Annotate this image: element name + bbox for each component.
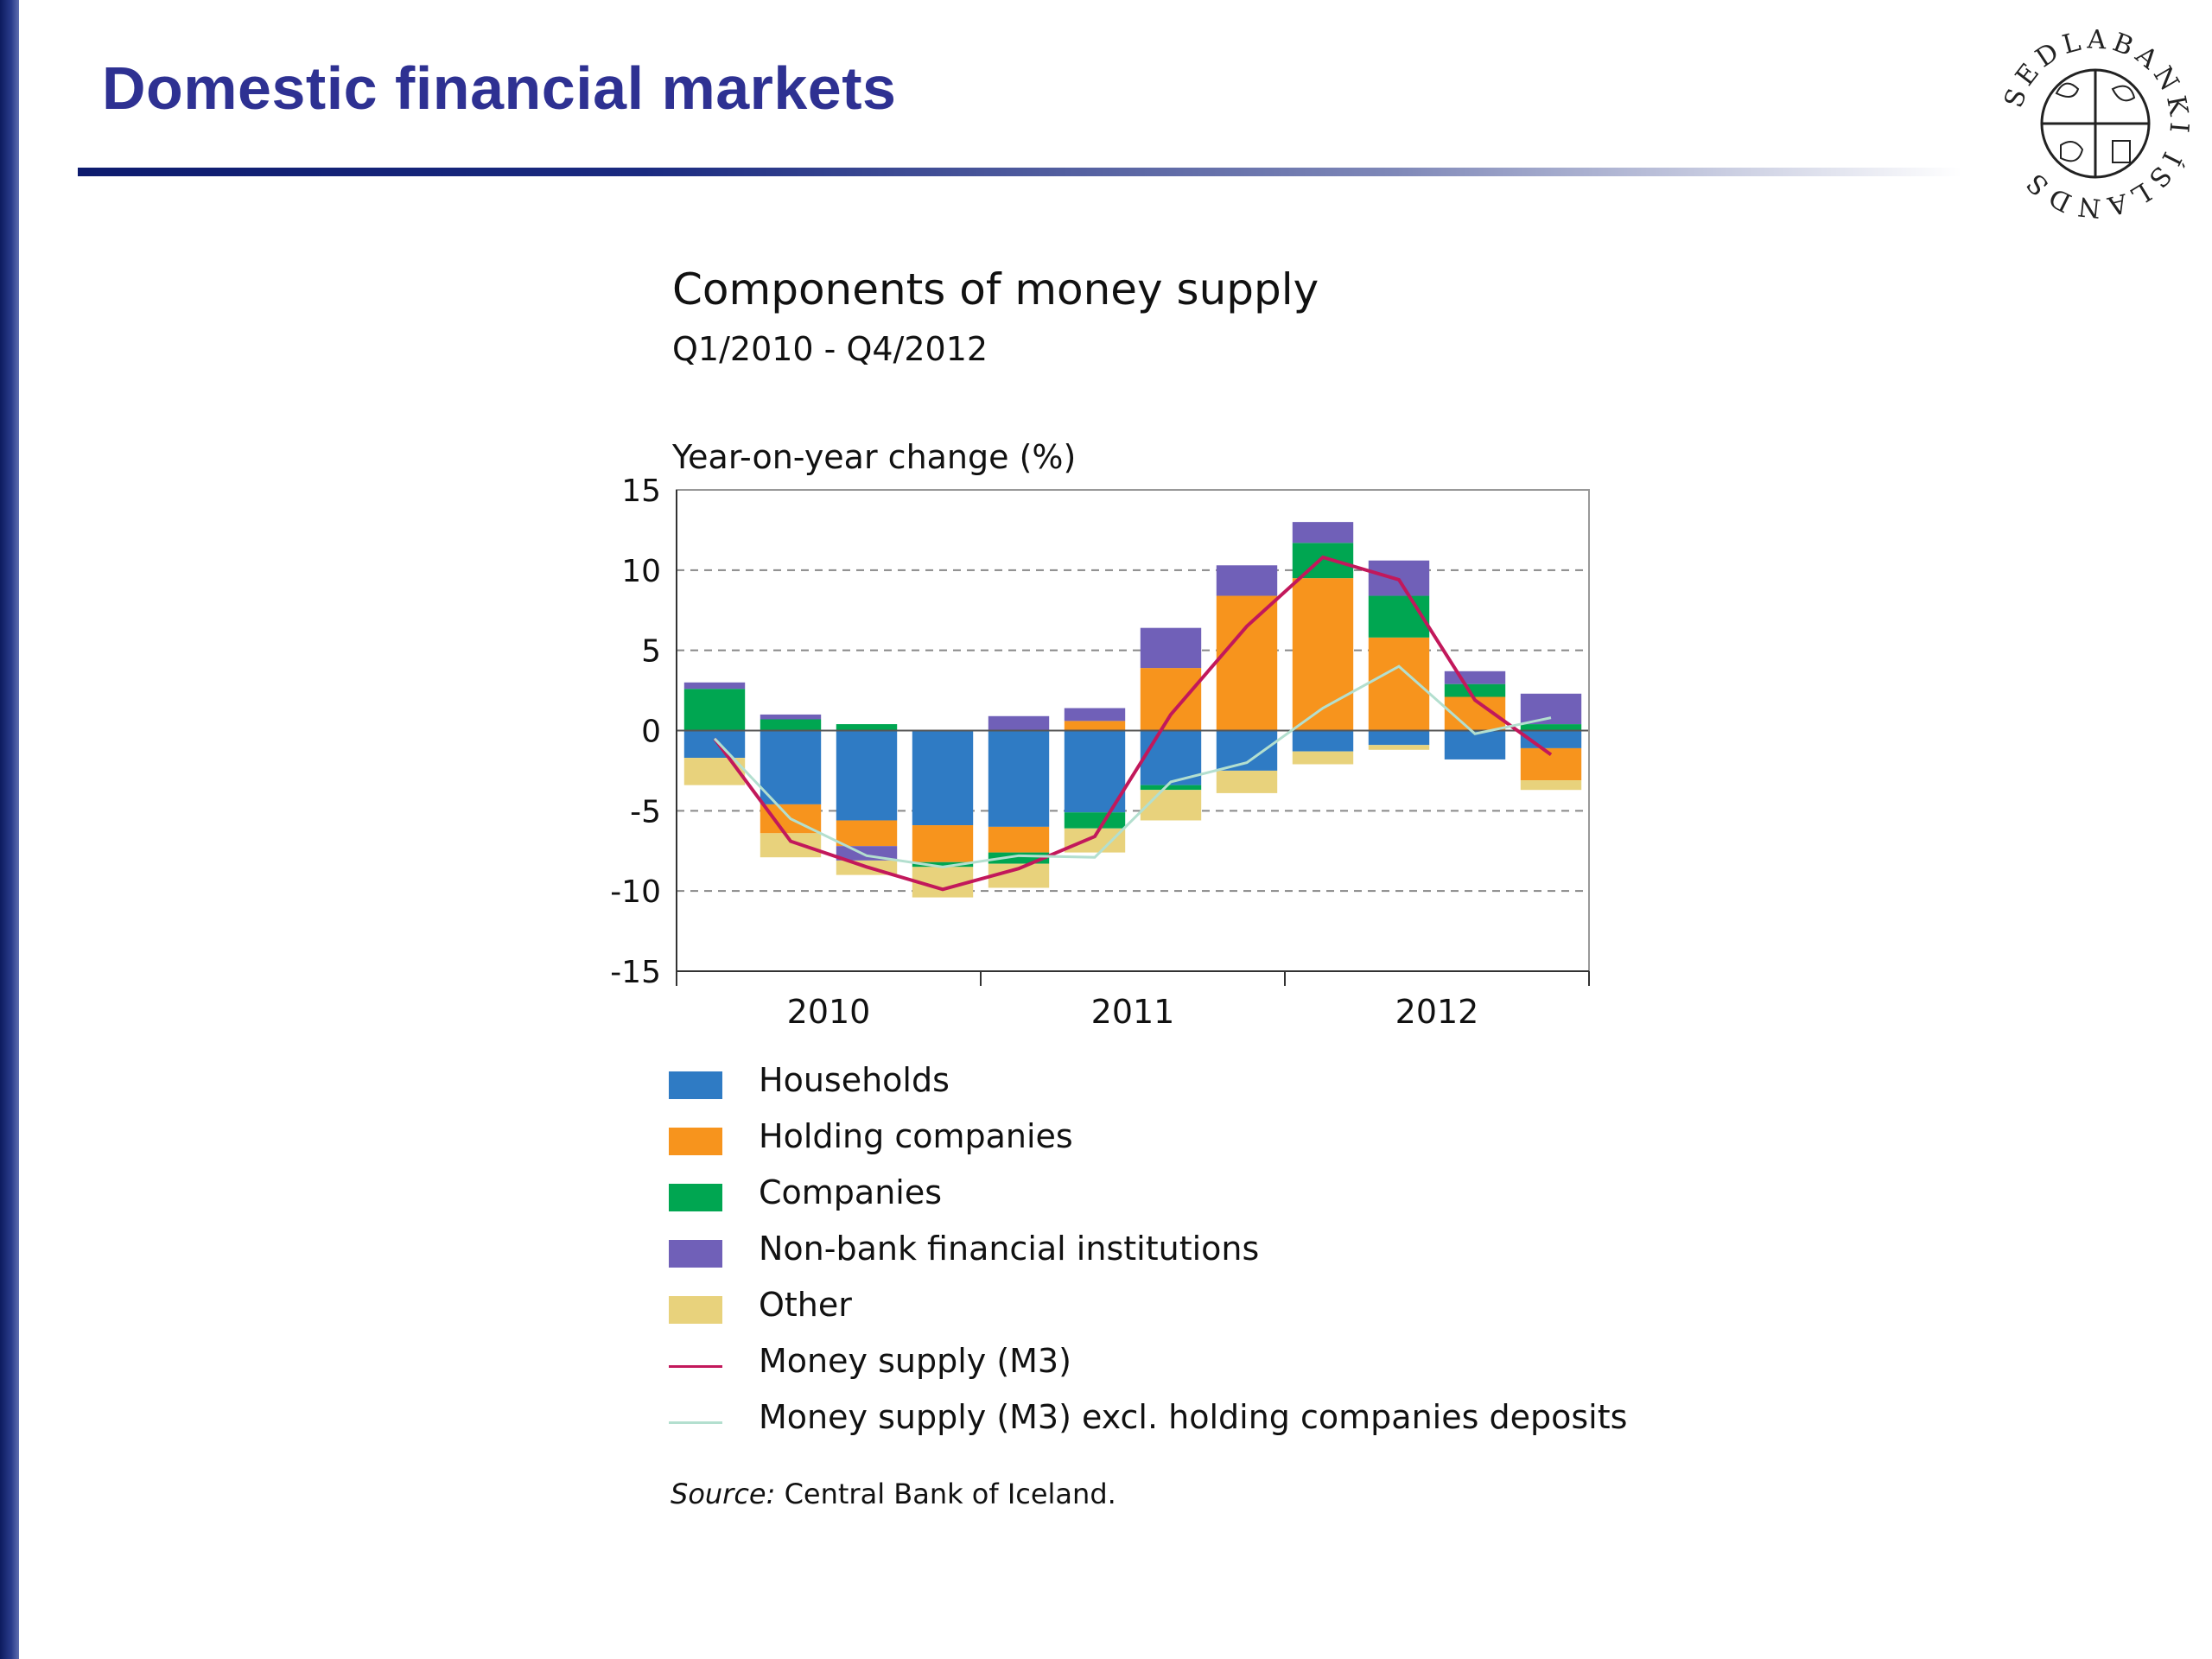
y-tick-label: 0 xyxy=(641,715,661,750)
bar-other-Q4-2011 xyxy=(1216,770,1278,793)
bar-non-bank-financial-institutions-Q4-2012 xyxy=(1520,693,1582,725)
bar-other-Q4-2012 xyxy=(1520,780,1582,791)
central-bank-seal-logo: SEDLABANKI ÍSLANDS xyxy=(1999,24,2190,223)
bar-holding-companies-Q1-2012 xyxy=(1292,578,1354,731)
bar-companies-Q4-2012 xyxy=(1520,724,1582,731)
bar-other-Q1-2012 xyxy=(1292,751,1354,765)
left-accent-bar xyxy=(0,0,19,1659)
bar-households-Q1-2012 xyxy=(1292,730,1354,752)
bar-holding-companies-Q1-2011 xyxy=(988,826,1050,853)
legend-swatch xyxy=(669,1240,722,1268)
bar-holding-companies-Q3-2011 xyxy=(1140,668,1202,731)
money-supply-m3-line xyxy=(713,555,1553,892)
bar-holding-companies-Q3-2010 xyxy=(836,820,898,847)
y-tick-label: -10 xyxy=(610,874,661,910)
bar-companies-Q1-2010 xyxy=(683,689,746,731)
bar-households-Q1-2010 xyxy=(683,730,746,759)
bar-companies-Q4-2010 xyxy=(912,861,974,868)
y-tick-label: 15 xyxy=(621,474,661,509)
bar-holding-companies-Q4-2011 xyxy=(1216,595,1278,731)
legend-label: Non-bank financial institutions xyxy=(759,1230,1260,1268)
bar-other-Q2-2010 xyxy=(760,833,822,858)
chart-title: Components of money supply xyxy=(672,264,1319,315)
x-tick-label-2010: 2010 xyxy=(787,993,871,1031)
y-axis-label: Year-on-year change (%) xyxy=(671,438,1076,476)
money-supply-excl-holding-line xyxy=(713,664,1552,868)
chart-source: Source: Central Bank of Iceland. xyxy=(671,1478,1116,1510)
legend-label: Households xyxy=(759,1061,950,1099)
bar-households-Q4-2011 xyxy=(1216,730,1278,771)
bar-households-Q3-2012 xyxy=(1444,730,1506,760)
legend-swatch xyxy=(669,1128,722,1155)
legend-label: Money supply (M3) excl. holding companie… xyxy=(759,1398,1628,1436)
x-tick-label-2011: 2011 xyxy=(1091,993,1175,1031)
slide-title: Domestic financial markets xyxy=(102,54,897,122)
source-label: Source: xyxy=(671,1478,776,1510)
bar-holding-companies-Q4-2010 xyxy=(912,825,974,862)
legend-swatch xyxy=(669,1365,722,1368)
bar-companies-Q2-2010 xyxy=(760,719,822,731)
y-tick-label: 10 xyxy=(621,554,661,589)
bar-other-Q1-2010 xyxy=(683,758,746,785)
bar-households-Q4-2010 xyxy=(912,730,974,826)
bar-non-bank-financial-institutions-Q4-2011 xyxy=(1216,565,1278,596)
bar-other-Q3-2011 xyxy=(1140,790,1202,821)
x-tick-label-2012: 2012 xyxy=(1395,993,1479,1031)
bar-holding-companies-Q2-2011 xyxy=(1064,721,1126,731)
legend-swatch xyxy=(669,1421,722,1424)
source-text: Central Bank of Iceland. xyxy=(784,1478,1116,1510)
y-tick-label: -5 xyxy=(630,794,661,830)
bar-non-bank-financial-institutions-Q1-2011 xyxy=(988,715,1050,731)
bar-non-bank-financial-institutions-Q1-2010 xyxy=(683,682,746,690)
legend-label: Money supply (M3) xyxy=(759,1342,1071,1380)
legend-label: Companies xyxy=(759,1173,943,1211)
title-underline xyxy=(78,168,1961,176)
legend-swatch xyxy=(669,1296,722,1324)
y-tick-label: -15 xyxy=(610,955,661,990)
legend-label: Other xyxy=(759,1286,852,1324)
bar-non-bank-financial-institutions-Q3-2012 xyxy=(1444,671,1506,684)
legend-label: Holding companies xyxy=(759,1117,1073,1155)
bar-other-Q2-2011 xyxy=(1064,828,1126,853)
bar-non-bank-financial-institutions-Q2-2010 xyxy=(760,714,822,720)
bar-companies-Q2-2011 xyxy=(1064,812,1126,829)
bar-households-Q2-2011 xyxy=(1064,730,1126,813)
bar-non-bank-financial-institutions-Q1-2012 xyxy=(1292,522,1354,543)
bar-other-Q2-2012 xyxy=(1368,745,1430,750)
bar-households-Q1-2011 xyxy=(988,730,1050,827)
y-tick-label: 5 xyxy=(641,634,661,670)
bar-households-Q3-2010 xyxy=(836,730,898,821)
chart-subtitle: Q1/2010 - Q4/2012 xyxy=(672,330,988,368)
bar-companies-Q1-2012 xyxy=(1292,543,1354,579)
legend-swatch xyxy=(669,1184,722,1211)
bar-companies-Q3-2011 xyxy=(1140,785,1202,791)
legend-swatch xyxy=(669,1071,722,1099)
bar-companies-Q3-2010 xyxy=(836,724,898,731)
bar-households-Q2-2010 xyxy=(760,730,822,804)
bar-non-bank-financial-institutions-Q2-2011 xyxy=(1064,708,1126,721)
bar-companies-Q2-2012 xyxy=(1368,595,1430,638)
bar-companies-Q3-2012 xyxy=(1444,683,1506,697)
bar-households-Q2-2012 xyxy=(1368,730,1430,746)
bar-non-bank-financial-institutions-Q3-2011 xyxy=(1140,627,1202,669)
